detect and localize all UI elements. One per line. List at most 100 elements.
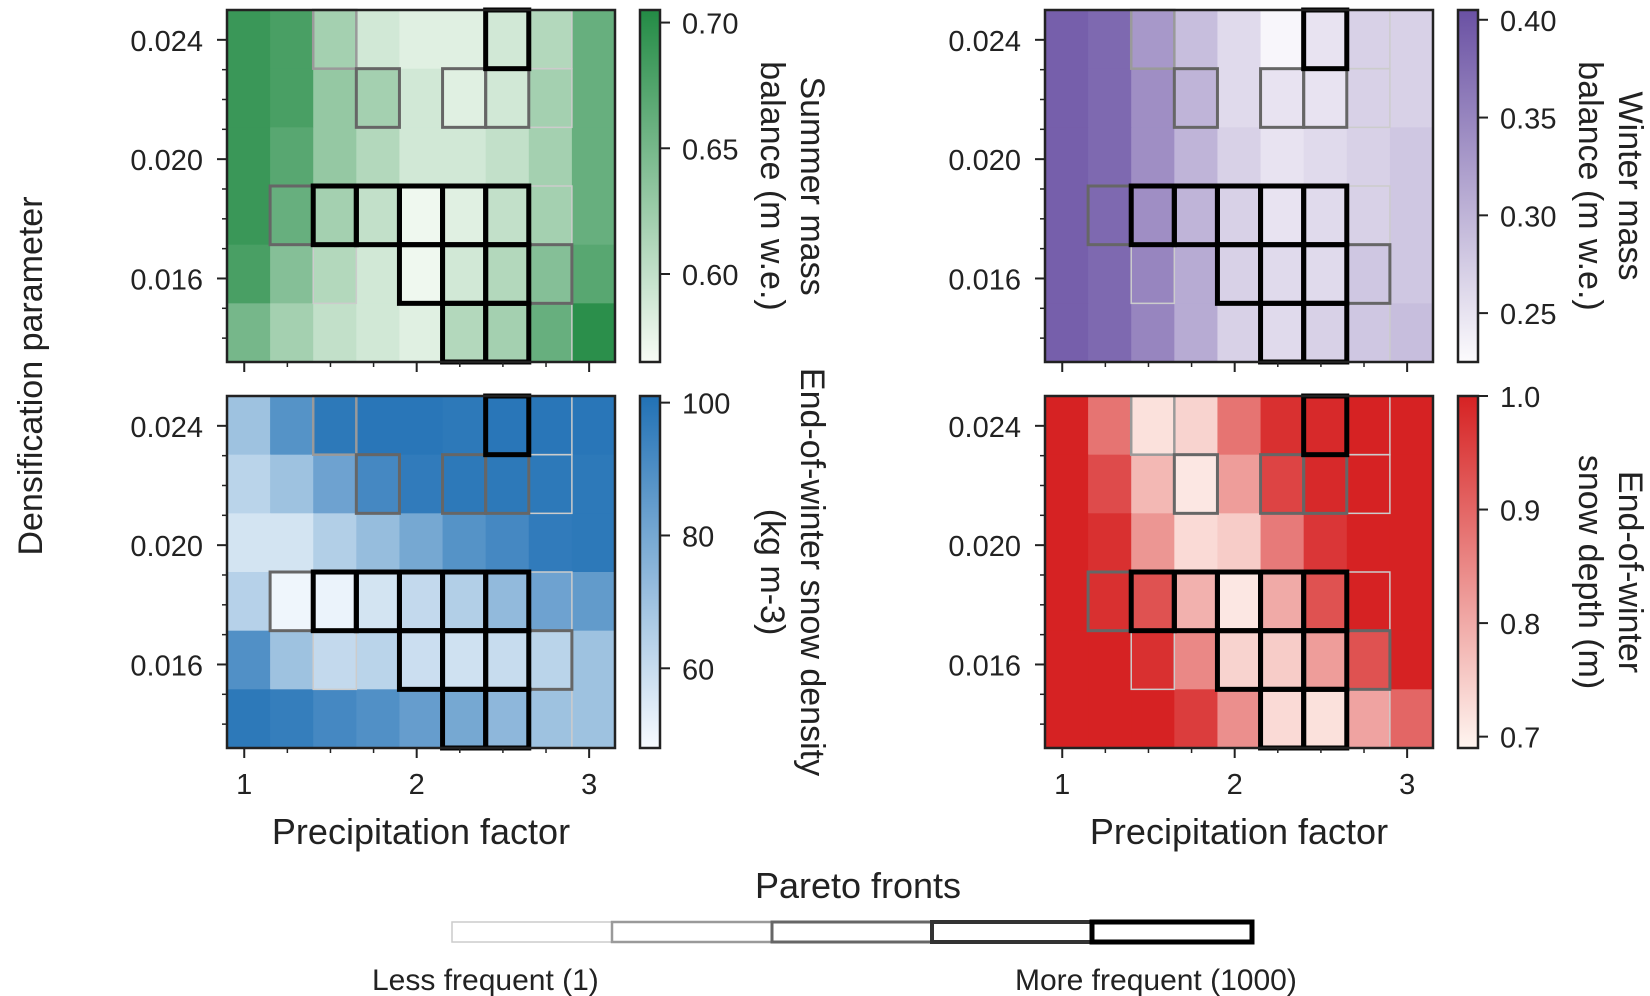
heatmap-cell (227, 572, 271, 632)
heatmap-cell (442, 630, 487, 690)
heatmap-cell (227, 303, 271, 363)
heatmap-cell (356, 454, 401, 514)
heatmap-cell (356, 244, 401, 304)
heatmap-cell (1389, 127, 1434, 187)
heatmap-cell (313, 396, 357, 456)
heatmap-cell (1389, 630, 1434, 690)
heatmap-cell (528, 513, 573, 573)
heatmap-cell (1131, 303, 1175, 363)
heatmap-cell (1174, 454, 1219, 514)
heatmap-cell (227, 396, 271, 456)
heatmap-cell (1260, 454, 1305, 514)
heatmap-cell (1346, 186, 1391, 246)
heatmap-cell (1260, 689, 1305, 749)
heatmap-cell (1088, 186, 1132, 246)
heatmap-cell (528, 10, 573, 70)
heatmap-cell (399, 454, 444, 514)
legend-swatch (1089, 919, 1255, 945)
colorbar-label: End-of-wintersnow depth (m) (1571, 455, 1649, 689)
panel-depth: 0.016 0.020 0.024 1 2 3 Precipitation factor 0.… (948, 382, 1649, 852)
heatmap-cell (571, 630, 616, 690)
panel-density: 0.016 0.020 0.024 1 2 3 Precipitation factor 60… (130, 368, 831, 852)
heatmap-cell (1174, 630, 1219, 690)
heatmap-cell (1303, 513, 1348, 573)
heatmap-cell (356, 396, 401, 456)
heatmap-cell (313, 572, 357, 632)
heatmap-cell (1217, 10, 1262, 70)
heatmap-cell (313, 10, 357, 70)
heatmap-cell (442, 303, 487, 363)
heatmap-cell (1174, 513, 1219, 573)
heatmap-cell (1174, 689, 1219, 749)
heatmap-cell (1389, 303, 1434, 363)
y-tick-label: 0.016 (130, 264, 203, 296)
heatmap-cell (1045, 244, 1089, 304)
heatmap-cell (485, 396, 530, 456)
heatmap-cell (1389, 572, 1434, 632)
heatmap-cell (270, 396, 314, 456)
colorbar-tick-label: 0.7 (1500, 723, 1540, 755)
heatmap-cell (1045, 303, 1089, 363)
heatmap-cell (1045, 513, 1089, 573)
heatmap-cell (313, 454, 357, 514)
heatmap-cell (227, 244, 271, 304)
heatmap-cell (1389, 186, 1434, 246)
heatmap-cell (1045, 689, 1089, 749)
heatmap-cell (1303, 10, 1348, 70)
heatmap-cell (1174, 68, 1219, 128)
heatmap-cell (528, 127, 573, 187)
heatmap-cell (1303, 244, 1348, 304)
pareto-outline (1172, 67, 1219, 129)
heatmap-cell (1303, 127, 1348, 187)
heatmap-cell (485, 127, 530, 187)
heatmap-cell (1389, 454, 1434, 514)
heatmap-cell (399, 127, 444, 187)
heatmap-cell (1346, 10, 1391, 70)
heatmap-cell (1131, 454, 1175, 514)
plot-frame (1043, 8, 1435, 364)
heatmap-cell (1303, 396, 1348, 456)
heatmap-cell (571, 186, 616, 246)
heatmap-cell (571, 513, 616, 573)
heatmap-cell (1217, 630, 1262, 690)
colorbar-tick-label: 0.65 (682, 134, 738, 166)
heatmap-cell (528, 630, 573, 690)
heatmap-cell (313, 303, 357, 363)
colorbar (638, 8, 662, 364)
heatmap-cell (1131, 10, 1175, 70)
heatmap-cell (442, 68, 487, 128)
heatmap-cell (1131, 244, 1175, 304)
x-tick-label: 1 (1054, 769, 1070, 801)
heatmap-cell (1260, 513, 1305, 573)
heatmap-cell (313, 68, 357, 128)
heatmap-cell (399, 630, 444, 690)
panel-summer: 0.016 0.020 0.024 0.60 0.65 0.70 Summer massba… (130, 7, 831, 372)
x-tick-label: 2 (1227, 769, 1243, 801)
heatmap-cell (1088, 630, 1132, 690)
heatmap-cell (270, 127, 314, 187)
heatmap-cell (1045, 186, 1089, 246)
heatmap-cell (571, 127, 616, 187)
heatmap-cell (270, 10, 314, 70)
heatmap-cell (1131, 572, 1175, 632)
heatmap-cell (1260, 630, 1305, 690)
heatmap-cell (1346, 454, 1391, 514)
y-tick-label: 0.020 (130, 531, 203, 563)
heatmap-cell (1389, 396, 1434, 456)
heatmap-cell (528, 689, 573, 749)
heatmap-cell (356, 68, 401, 128)
heatmap-cell (1389, 10, 1434, 70)
heatmap-cell (1088, 513, 1132, 573)
plot-frame (225, 394, 617, 750)
heatmap-cell (1131, 513, 1175, 573)
plot-frame (1043, 394, 1435, 750)
x-axis-label: Precipitation factor (272, 811, 570, 852)
colorbar-tick-label: 0.60 (682, 260, 738, 292)
heatmap-cell (227, 513, 271, 573)
heatmap-cell (1045, 10, 1089, 70)
heatmap-cell (442, 454, 487, 514)
heatmap-cell (313, 513, 357, 573)
y-tick-label: 0.024 (948, 26, 1021, 58)
heatmap-cell (1260, 572, 1305, 632)
pareto-outline (354, 453, 401, 515)
